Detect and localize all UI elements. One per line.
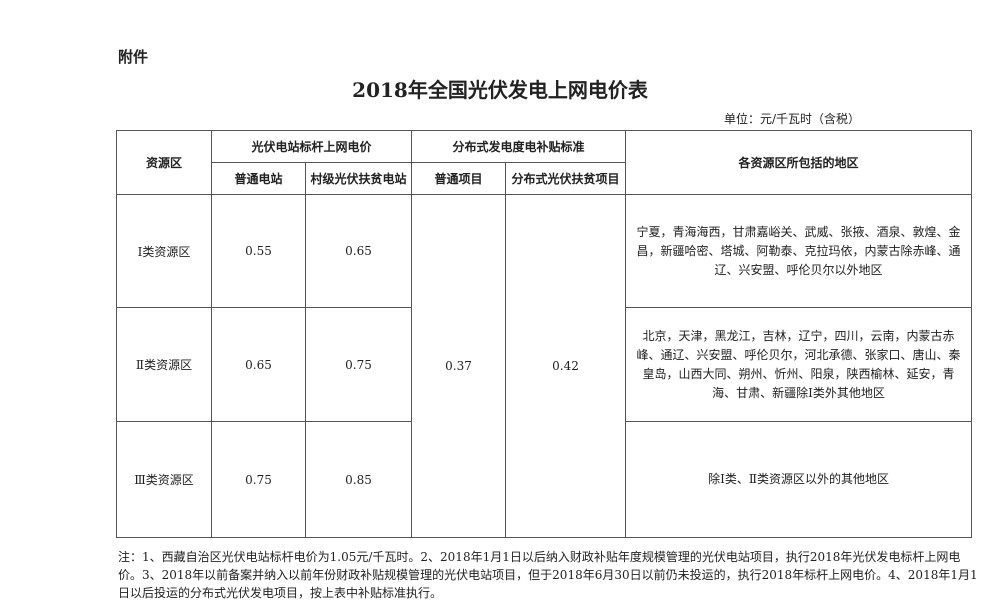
table-row: Ⅰ类资源区 0.55 0.65 0.37 0.42 宁夏，青海海西，甘肃嘉峪关、… bbox=[116, 194, 973, 538]
header-zone: 资源区 bbox=[116, 130, 212, 195]
header-benchmark-group: 光伏电站标杆上网电价 bbox=[210, 130, 413, 163]
zone-cell: Ⅲ类资源区 bbox=[116, 421, 212, 538]
header-benchmark-normal: 普通电站 bbox=[211, 162, 306, 195]
regions-cell: 宁夏，青海海西，甘肃嘉峪关、武威、张掖、酒泉、敦煌、金昌，新疆哈密、塔城、阿勒泰… bbox=[625, 194, 973, 308]
regions-cell: 北京，天津，黑龙江，吉林，辽宁，四川，云南，内蒙古赤峰、通辽、兴安盟、呼伦贝尔，… bbox=[625, 307, 973, 422]
header-regions: 各资源区所包括的地区 bbox=[625, 130, 973, 195]
table-row: Ⅲ类资源区 0.75 0.85 除Ⅰ类、Ⅱ类资源区以外的其他地区 bbox=[116, 421, 973, 538]
attachment-label: 附件 bbox=[118, 48, 149, 66]
footnote: 注：1、西藏自治区光伏电站标杆电价为1.05元/千瓦时。2、2018年1月1日以… bbox=[118, 550, 978, 600]
normal-price-cell: 0.65 bbox=[211, 307, 306, 422]
header-subsidy-normal: 普通项目 bbox=[411, 162, 507, 195]
header-subsidy-poverty: 分布式光伏扶贫项目 bbox=[505, 162, 627, 195]
normal-price-cell: 0.75 bbox=[211, 421, 306, 538]
header-subsidy-group: 分布式发电度电补贴标准 bbox=[411, 130, 627, 163]
subsidy-poverty-cell: 0.42 bbox=[505, 194, 627, 538]
subsidy-normal-cell: 0.37 bbox=[411, 194, 507, 538]
unit-label: 单位：元/千瓦时（含税） bbox=[723, 112, 860, 126]
village-price-cell: 0.65 bbox=[304, 194, 413, 308]
zone-cell: Ⅱ类资源区 bbox=[116, 307, 212, 422]
regions-cell: 除Ⅰ类、Ⅱ类资源区以外的其他地区 bbox=[625, 421, 973, 538]
document-title: 2018年全国光伏发电上网电价表 bbox=[352, 78, 648, 102]
table-row: Ⅱ类资源区 0.65 0.75 北京，天津，黑龙江，吉林，辽宁，四川，云南，内蒙… bbox=[116, 307, 973, 422]
village-price-cell: 0.75 bbox=[304, 307, 413, 422]
header-benchmark-village: 村级光伏扶贫电站 bbox=[304, 162, 413, 195]
village-price-cell: 0.85 bbox=[304, 421, 413, 538]
price-table: 资源区 光伏电站标杆上网电价 分布式发电度电补贴标准 各资源区所包括的地区 普通… bbox=[116, 130, 973, 538]
normal-price-cell: 0.55 bbox=[211, 194, 306, 308]
zone-cell: Ⅰ类资源区 bbox=[116, 194, 212, 308]
